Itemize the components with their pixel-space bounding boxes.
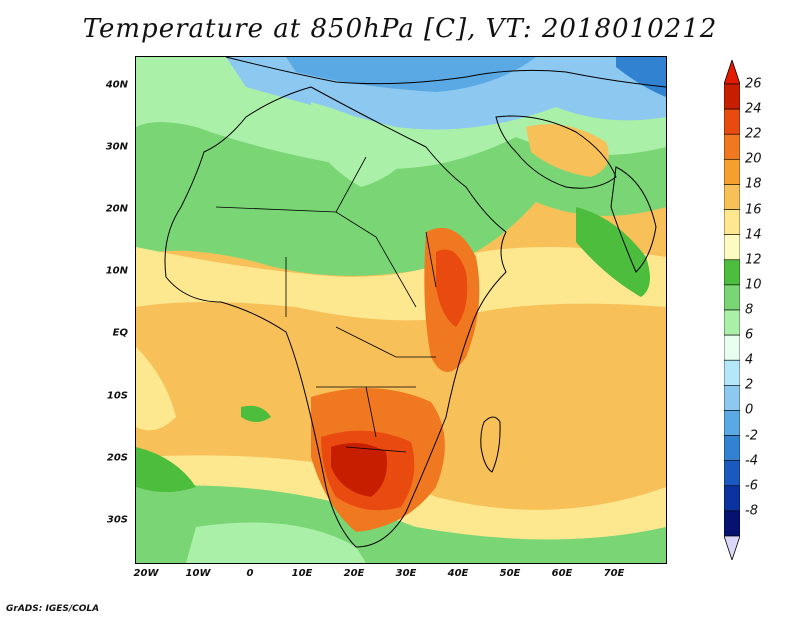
colorbar-swatch — [724, 159, 740, 185]
country-borders — [215, 156, 437, 453]
lon-label-20w: 20W — [133, 568, 159, 579]
lon-label-40e: 40E — [447, 568, 469, 579]
colorbar-bottom-arrow — [724, 535, 740, 560]
colorbar-label: 14 — [745, 227, 762, 243]
map-title: Temperature at 850hPa [C], VT: 201801021… — [82, 14, 718, 44]
colorbar-swatch — [724, 385, 740, 411]
temp-band-northeast — [616, 57, 666, 97]
africa-coastline — [164, 86, 507, 548]
colorbar-swatch — [724, 234, 740, 261]
colorbar-label: 10 — [745, 277, 762, 293]
lon-label-0: 0 — [246, 568, 254, 579]
temp-band-north-4 — [286, 57, 536, 92]
colorbar-swatch — [724, 435, 740, 461]
lat-label-10n: 10N — [105, 265, 128, 277]
colorbar-swatch — [724, 510, 740, 537]
lon-label-70e: 70E — [603, 568, 625, 579]
temp-patch-south-africa-core — [331, 443, 387, 497]
lon-label-10w: 10W — [185, 568, 211, 579]
temp-band-equatorial — [136, 247, 666, 321]
lat-label-20n: 20N — [105, 203, 128, 215]
lon-label-20e: 20E — [343, 568, 365, 579]
lat-label-30n: 30N — [105, 141, 128, 153]
lat-label-20s: 20S — [106, 452, 128, 464]
colorbar-label: 24 — [745, 101, 762, 117]
arabia-coastline — [495, 115, 617, 189]
lat-label-40n: 40N — [105, 79, 128, 91]
india-coastline — [610, 166, 657, 273]
temperature-map — [135, 56, 667, 564]
colorbar-label: 4 — [745, 352, 754, 368]
colorbar-swatch — [724, 334, 740, 361]
temp-band-south-3 — [186, 522, 366, 563]
lat-label-10s: 10S — [106, 390, 128, 402]
colorbar — [724, 60, 740, 560]
temp-patch-arabia — [526, 124, 609, 177]
colorbar-swatch — [724, 359, 740, 386]
colorbar-label: 20 — [745, 151, 762, 167]
colorbar-label: 22 — [745, 126, 762, 142]
colorbar-swatch — [724, 410, 740, 436]
lat-label-eq: EQ — [112, 327, 128, 339]
temp-strip-west-coast — [136, 347, 176, 431]
colorbar-label: -4 — [745, 453, 758, 469]
madagascar-coastline — [480, 416, 501, 473]
colorbar-label: 0 — [745, 402, 754, 418]
lon-label-10e: 10E — [291, 568, 313, 579]
colorbar-label: 12 — [745, 252, 762, 268]
colorbar-swatch — [724, 108, 740, 135]
colorbar-top-arrow — [724, 60, 740, 85]
lon-label-50e: 50E — [499, 568, 521, 579]
lon-label-60e: 60E — [551, 568, 573, 579]
colorbar-label: -6 — [745, 478, 758, 494]
temp-patch-india — [576, 207, 650, 297]
grads-credit: GrADS: IGES/COLA — [6, 604, 100, 614]
colorbar-swatch — [724, 184, 740, 210]
lon-label-30e: 30E — [395, 568, 417, 579]
colorbar-label: -8 — [745, 503, 758, 519]
colorbar-swatch — [724, 485, 740, 512]
colorbar-swatch — [724, 309, 740, 336]
colorbar-swatch — [724, 133, 740, 160]
colorbar-label: 6 — [745, 327, 754, 343]
colorbar-label: 18 — [745, 176, 762, 192]
colorbar-label: 8 — [745, 302, 754, 318]
temp-patch-east-africa-core — [436, 249, 468, 327]
temp-strip-southwest-1 — [136, 447, 196, 492]
temp-patch-north-africa — [311, 102, 416, 187]
colorbar-swatch — [724, 83, 740, 110]
colorbar-swatch — [724, 209, 740, 235]
colorbar-swatch — [724, 460, 740, 487]
colorbar-swatch — [724, 259, 740, 286]
colorbar-label: 2 — [745, 377, 754, 393]
lat-label-30s: 30S — [106, 514, 128, 526]
temp-spot-southwest — [241, 405, 271, 422]
colorbar-swatch — [724, 284, 740, 311]
colorbar-label: 26 — [745, 76, 762, 92]
colorbar-label: 16 — [745, 202, 762, 218]
map-canvas — [136, 57, 666, 563]
colorbar-label: -2 — [745, 428, 758, 444]
europe-coastline — [225, 57, 666, 88]
